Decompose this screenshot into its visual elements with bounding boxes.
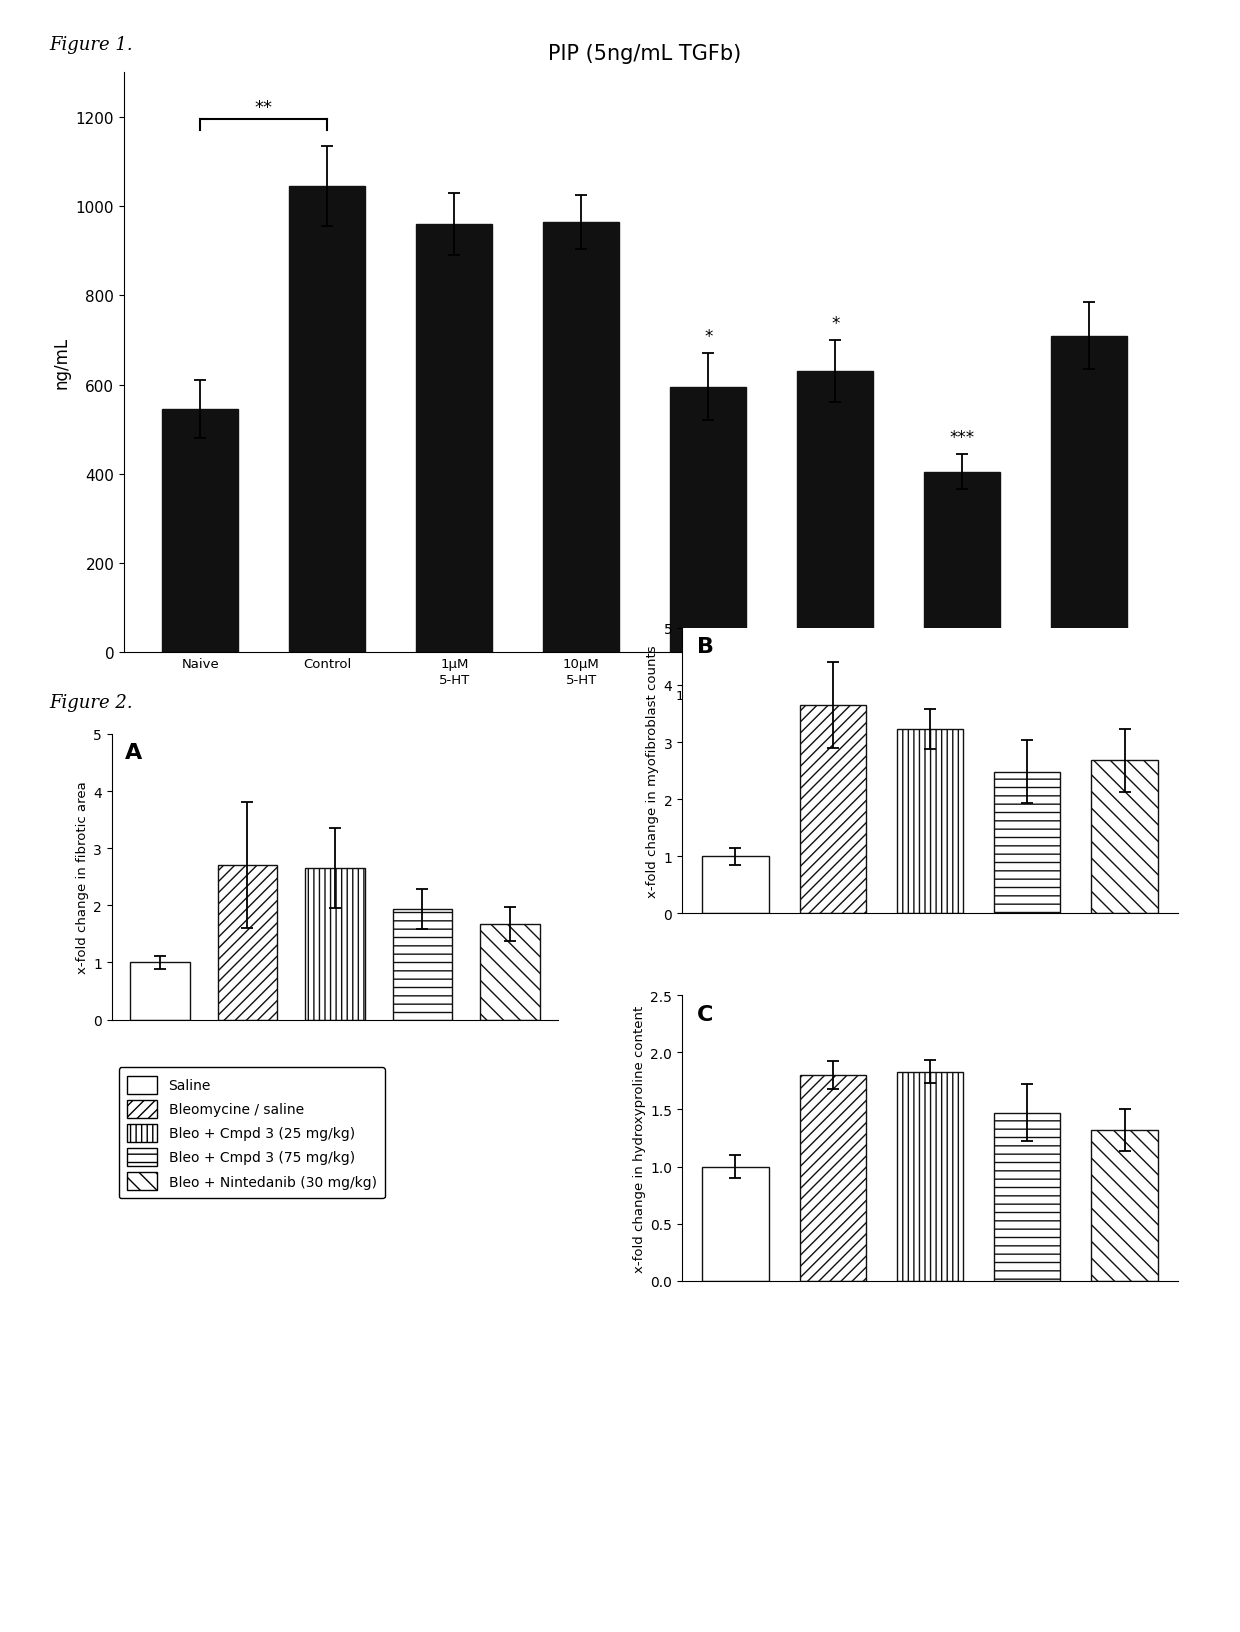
Bar [897,1072,963,1281]
Text: ***: *** [950,429,975,447]
Bar [994,772,1060,914]
Text: C: C [697,1005,713,1025]
Text: A: A [125,743,141,762]
Bar [994,1113,1060,1281]
Bar [162,410,238,653]
Text: Figure 1.: Figure 1. [50,36,133,54]
Text: B: B [697,636,713,656]
Bar [1091,1131,1158,1281]
Legend: Saline, Bleomycine / saline, Bleo + Cmpd 3 (25 mg/kg), Bleo + Cmpd 3 (75 mg/kg),: Saline, Bleomycine / saline, Bleo + Cmpd… [119,1067,384,1198]
Y-axis label: x-fold change in myofibroblast counts: x-fold change in myofibroblast counts [646,645,660,898]
Bar [897,730,963,914]
Text: *: * [831,315,839,333]
Bar [393,909,453,1020]
Bar [670,388,746,653]
Bar [924,472,1001,653]
Bar [543,222,620,653]
Bar [800,1075,866,1281]
Bar [1091,761,1158,914]
Title: PIP (5ng/mL TGFb): PIP (5ng/mL TGFb) [548,44,742,64]
Bar [305,868,365,1020]
Bar [289,188,366,653]
Y-axis label: x-fold change in fibrotic area: x-fold change in fibrotic area [76,780,89,974]
Bar [130,963,190,1020]
Text: *: * [704,328,713,346]
Bar [217,865,277,1020]
Bar [1052,336,1127,653]
Text: **: ** [254,98,273,116]
Y-axis label: ng/mL: ng/mL [52,338,71,388]
Bar [702,1167,769,1281]
Bar [702,857,769,914]
Text: Figure 2.: Figure 2. [50,694,133,712]
Bar [800,705,866,914]
Bar [417,225,492,653]
Bar [480,925,539,1020]
Y-axis label: x-fold change in hydroxyproline content: x-fold change in hydroxyproline content [634,1005,646,1271]
Bar [797,372,873,653]
